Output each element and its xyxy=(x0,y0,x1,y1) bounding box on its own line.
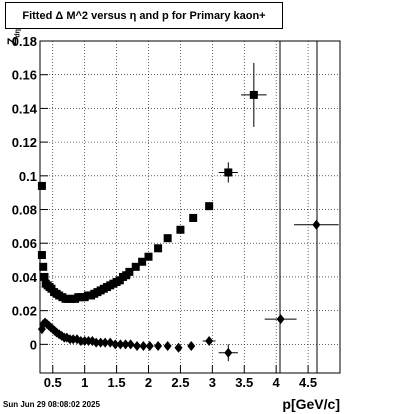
data-point-diamond xyxy=(92,337,101,348)
timestamp: Sun Jun 29 08:08:02 2025 xyxy=(3,400,100,409)
y-tick-label: 0.06 xyxy=(12,236,37,251)
data-point-diamond xyxy=(312,219,321,230)
data-point-square xyxy=(40,272,49,281)
data-point-diamond xyxy=(126,339,135,350)
data-point-diamond xyxy=(145,341,154,352)
y-tick-label: 0.16 xyxy=(12,68,37,83)
x-tick-label: 1.5 xyxy=(108,375,126,390)
data-point-square xyxy=(154,244,163,253)
x-tick-label: 2 xyxy=(145,375,152,390)
axes: 0.5 1 1.5 2 2.5 3 3.5 4 4.5 0 0.02 0.04 0.06 0.08 0.1 0… xyxy=(12,34,317,390)
x-tick-label: 1 xyxy=(81,375,88,390)
data-point-diamond xyxy=(116,339,125,350)
grid xyxy=(40,40,340,373)
x-tick-label: 0.5 xyxy=(44,375,62,390)
data-point-diamond xyxy=(174,342,183,353)
data-point-square xyxy=(37,251,46,260)
data-point-diamond xyxy=(139,341,148,352)
y-axis-label-sub: dη xyxy=(14,29,22,38)
y-tick-label: 0.12 xyxy=(12,135,37,150)
data-point-square xyxy=(131,262,140,271)
data-point-diamond xyxy=(187,341,196,352)
data-point-diamond xyxy=(163,341,172,352)
data-point-square xyxy=(176,225,185,234)
data-point-square xyxy=(189,213,198,222)
data-point-square xyxy=(249,90,258,99)
title-box: Fitted Δ M^2 versus η and p for Primary … xyxy=(5,2,283,29)
y-axis-label-main: Z xyxy=(5,37,19,45)
data-point-square xyxy=(138,257,147,266)
data-point-square xyxy=(224,168,233,177)
y-tick-label: 0.14 xyxy=(12,101,38,116)
data-point-square xyxy=(125,267,134,276)
y-tick-label: 0.08 xyxy=(12,203,37,218)
y-tick-label: 0.1 xyxy=(19,169,37,184)
data-point-diamond xyxy=(276,314,285,325)
data-point-diamond xyxy=(111,339,120,350)
y-tick-label: 0.04 xyxy=(12,270,38,285)
x-axis-label: p[GeV/c] xyxy=(282,396,340,412)
x-tick-label: 2.5 xyxy=(171,375,189,390)
data-point-diamond xyxy=(205,335,214,346)
data-point-diamond xyxy=(96,337,105,348)
data-point-diamond xyxy=(224,347,233,358)
x-tick-label: 3.5 xyxy=(235,375,253,390)
data-point-square xyxy=(163,234,172,243)
data-point-square xyxy=(39,262,48,271)
y-axis-label: Zdη xyxy=(5,29,21,45)
data-point-square xyxy=(205,202,214,211)
marks xyxy=(37,62,339,362)
y-tick-label: 0.18 xyxy=(12,34,37,49)
data-point-diamond xyxy=(154,341,163,352)
data-point-diamond xyxy=(101,337,110,348)
data-point-square xyxy=(144,252,153,261)
y-tick-label: 0.02 xyxy=(12,304,37,319)
data-point-diamond xyxy=(121,339,130,350)
x-tick-label: 4.5 xyxy=(299,375,317,390)
chart-title: Fitted Δ M^2 versus η and p for Primary … xyxy=(22,10,266,22)
x-tick-label: 3 xyxy=(209,375,216,390)
x-tick-label: 4 xyxy=(273,375,281,390)
data-point-diamond xyxy=(133,341,142,352)
y-tick-label: 0 xyxy=(30,337,37,352)
plot-frame xyxy=(39,40,341,374)
data-point-square xyxy=(37,181,46,190)
